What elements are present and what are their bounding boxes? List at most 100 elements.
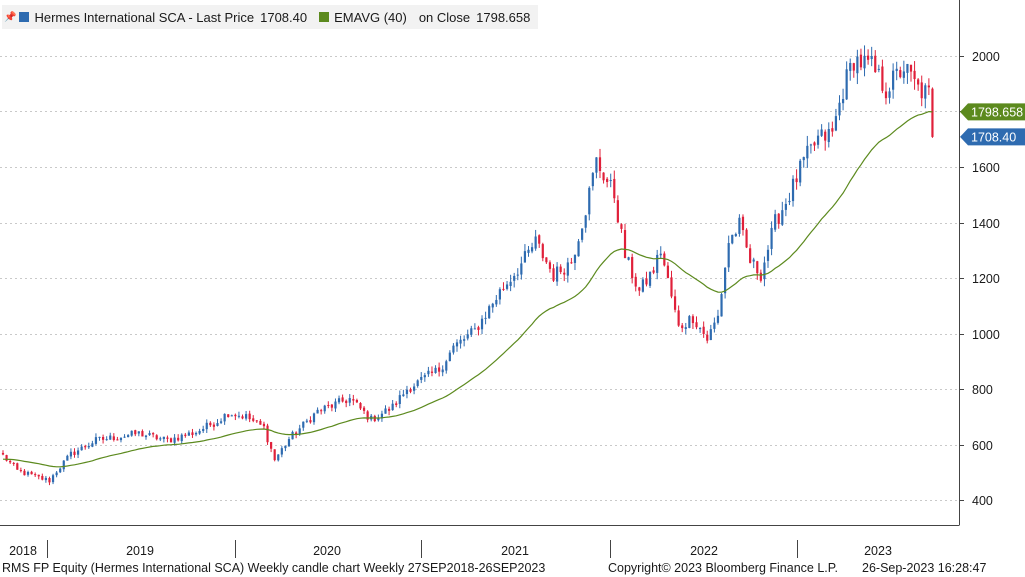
candle-body [691,316,695,324]
candle-body [906,63,909,73]
candle-body [802,157,805,161]
candle-body [777,213,780,224]
candle-body [774,214,777,230]
candle-body [162,436,165,440]
candle-body [498,289,501,300]
footer-copyright: Copyright© 2023 Bloomberg Finance L.P. [608,561,838,575]
candle-body [867,55,870,60]
candle-body [345,400,348,404]
candle-body [384,408,387,414]
candle-body [577,241,580,257]
candle-body [119,437,123,441]
candle-body [305,420,308,422]
candle-body [12,463,15,465]
candle-body [427,370,430,375]
candle-body [477,327,480,330]
candle-body [566,262,569,276]
y-axis: 400600800100012001400160018002000 [959,50,1000,508]
candle-body [538,235,541,244]
candle-body [702,326,705,334]
candle-body [237,415,241,417]
y-tick-label: 1600 [972,161,1000,175]
candle-body [913,70,916,80]
candle-body [877,68,880,70]
candle-body [155,435,158,440]
candle-body [227,414,230,418]
candle-body [570,262,573,264]
candle-body [413,386,416,391]
candle-body [84,446,87,448]
candle-body [262,423,266,427]
candle-body [327,405,330,407]
candle-body [727,243,730,268]
candle-body [194,432,198,435]
series2-label: EMAVG (40) [334,9,407,25]
candle-body [284,445,287,449]
candle-body [695,322,698,328]
y-tick-label: 800 [972,383,993,397]
candle-body [709,329,712,341]
candle-body [37,474,40,477]
candle-body [734,234,737,237]
candle-body [141,431,144,437]
last-price-badge: 1708.40 [960,128,1025,146]
candle-body [720,294,723,317]
candle-body [681,325,684,329]
candle-body [273,449,276,461]
candle-body [291,431,294,440]
candle-body [641,279,644,292]
candle-body [270,442,273,449]
candle-body [298,428,301,435]
candle-body [706,334,709,341]
candle-body [609,180,612,182]
candle-body [144,435,148,438]
candle-body [917,79,920,85]
candle-body [5,455,8,461]
candle-body [455,342,459,347]
year-label: 2023 [864,544,892,558]
candle-body [584,215,587,228]
candle-body [169,438,173,443]
candle-body [895,68,898,71]
candle-body [445,361,448,371]
candle-body [127,435,130,438]
series2-value: 1798.658 [476,9,531,25]
candle-body [659,253,662,256]
candle-body [341,397,344,402]
candle-body [320,410,323,412]
candle-body [309,420,312,423]
candle-body [244,414,248,419]
candle-body [184,434,187,436]
y-tick-label: 1200 [972,272,1000,286]
candle-body [112,436,115,441]
candle-body [448,352,451,362]
candle-body [441,369,444,373]
badge-text: 1798.658 [971,105,1023,119]
candle-body [177,437,180,441]
candle-body [909,64,913,72]
candle-body [505,284,509,289]
candle-body [663,253,666,266]
y-tick-label: 600 [972,439,993,453]
candle-body [874,55,877,73]
candle-body [137,431,140,434]
y-tick-label: 1000 [972,328,1000,342]
candle-body [648,271,652,286]
candle-body [387,408,391,411]
candle-body [26,471,30,475]
pin-icon[interactable]: 📌 [4,11,17,23]
candle-body [159,438,162,440]
candle-body [523,251,527,263]
year-label: 2019 [126,544,154,558]
candle-body [892,70,895,90]
candle-body [809,144,813,146]
candle-body [766,249,770,261]
candle-body [545,257,548,263]
candle-body [595,157,598,173]
candle-body [312,413,316,423]
gridlines [0,56,959,501]
candle-body [438,367,441,372]
ema-line [2,110,933,468]
candle-body [591,173,594,187]
candle-body [899,70,902,78]
